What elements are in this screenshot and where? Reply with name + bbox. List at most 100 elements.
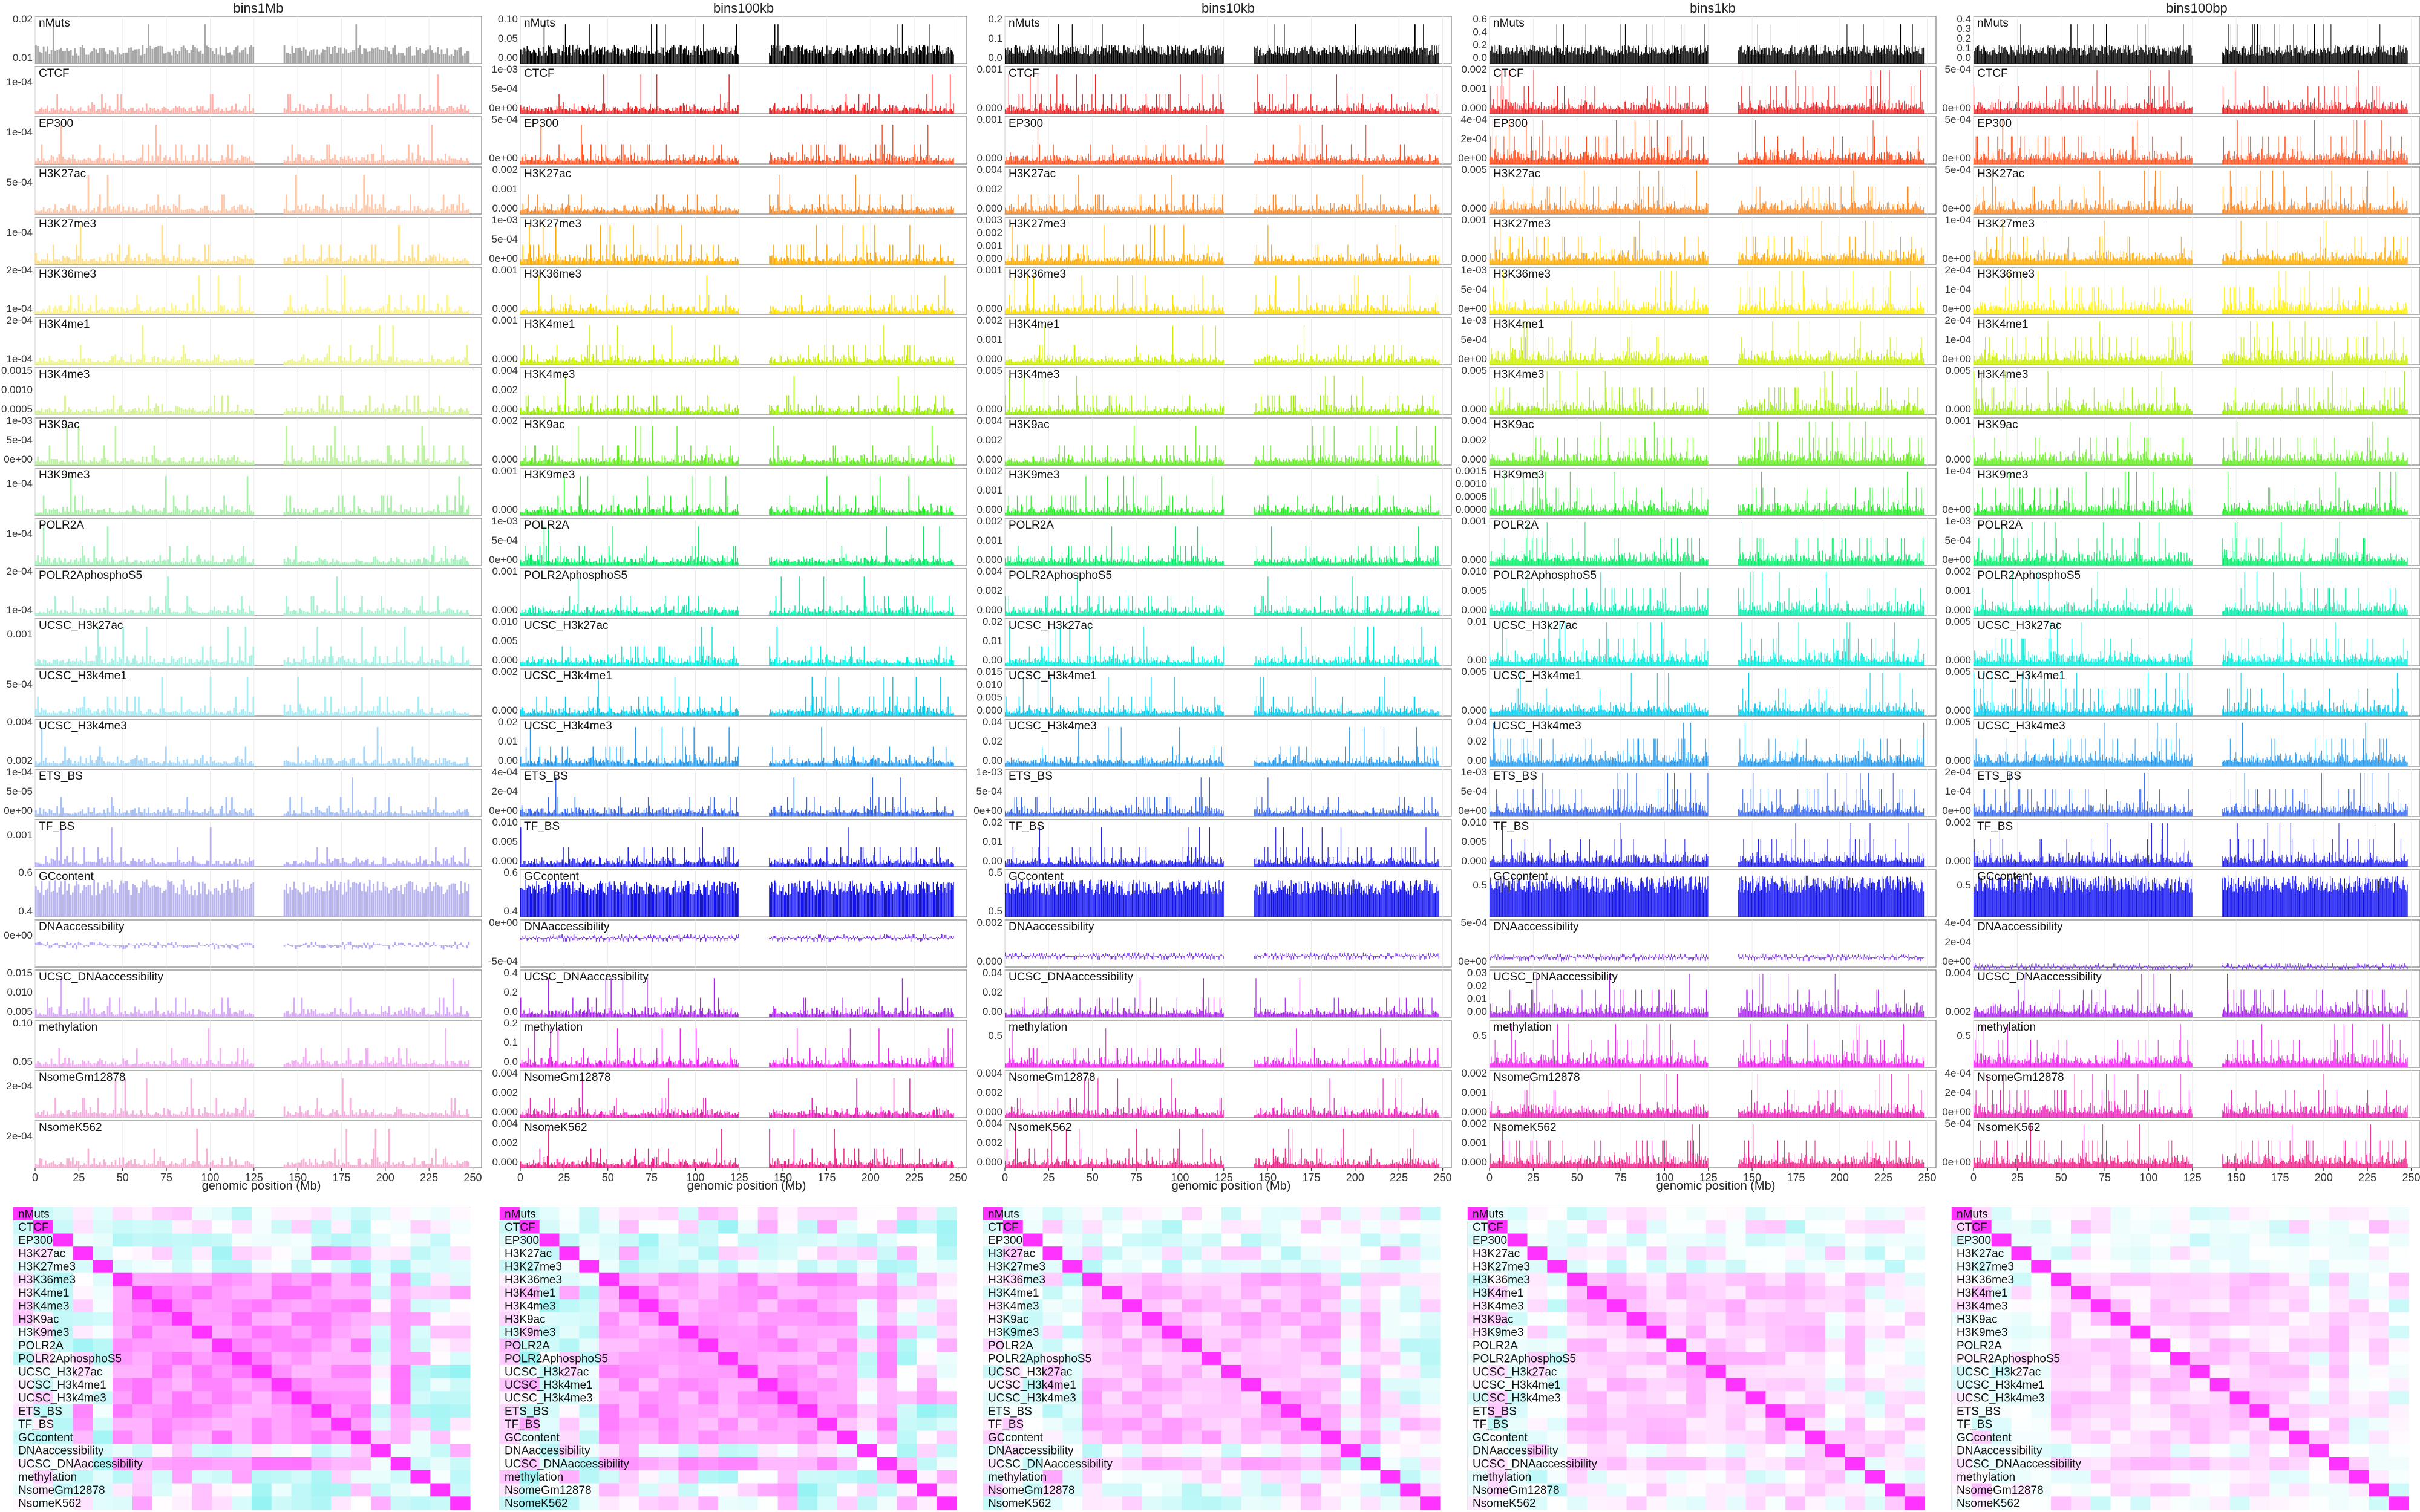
bar	[320, 763, 322, 766]
bar	[243, 709, 245, 716]
bar	[62, 1063, 64, 1067]
bar	[116, 945, 119, 946]
bar	[345, 1012, 348, 1017]
bar	[338, 311, 340, 314]
bar	[310, 1115, 313, 1118]
bar	[339, 712, 342, 716]
bar	[344, 758, 345, 766]
bar	[402, 611, 404, 616]
bar	[318, 864, 321, 867]
bar	[196, 895, 198, 917]
bar	[47, 888, 49, 917]
bar	[462, 203, 464, 214]
bar	[227, 1111, 229, 1118]
bar	[56, 1064, 59, 1067]
bar	[47, 862, 49, 867]
bar	[410, 559, 412, 565]
bar	[50, 663, 53, 666]
bar	[345, 562, 348, 565]
bar	[108, 562, 111, 565]
bar	[97, 613, 99, 616]
bar	[151, 712, 154, 716]
bar	[464, 161, 466, 164]
bar	[332, 158, 334, 164]
bar	[171, 612, 173, 616]
bar	[328, 1062, 330, 1067]
bar	[215, 261, 218, 264]
bar	[52, 1012, 54, 1017]
bar	[452, 411, 454, 415]
bar	[381, 1112, 382, 1118]
bar	[328, 345, 330, 365]
bar	[72, 311, 74, 314]
bar	[208, 408, 210, 415]
bar	[345, 49, 348, 64]
bar	[368, 945, 371, 950]
bar	[446, 859, 448, 867]
bar	[95, 1063, 97, 1067]
bar	[320, 158, 322, 164]
bar	[204, 809, 206, 816]
bar	[192, 895, 194, 917]
bar	[111, 763, 113, 766]
bar	[52, 711, 54, 716]
bar	[149, 108, 152, 114]
bar	[371, 1112, 373, 1118]
bar	[35, 810, 37, 816]
bar	[231, 657, 233, 666]
bar	[142, 761, 144, 766]
bar	[111, 356, 113, 365]
bar	[316, 461, 319, 465]
bar	[390, 410, 392, 415]
bar	[229, 460, 231, 465]
bar	[68, 1110, 70, 1118]
bar	[140, 812, 142, 816]
bar	[365, 1048, 367, 1067]
bar	[74, 885, 76, 917]
bar	[122, 155, 125, 164]
bar	[221, 1063, 223, 1067]
bar	[148, 211, 149, 214]
bar	[178, 244, 181, 264]
bar	[159, 362, 162, 365]
bar	[326, 711, 329, 716]
bar	[153, 1114, 155, 1118]
bar	[450, 460, 453, 465]
bar	[342, 360, 344, 365]
bar	[293, 1060, 295, 1067]
bar	[143, 562, 146, 565]
bar	[126, 696, 128, 716]
bar	[161, 209, 163, 214]
bar	[132, 505, 134, 515]
bar	[82, 111, 83, 114]
bar	[246, 360, 249, 365]
bar	[305, 942, 307, 945]
bar	[83, 510, 85, 515]
bar	[50, 155, 53, 164]
bar	[45, 660, 47, 666]
bar	[392, 1114, 394, 1118]
bar	[445, 945, 446, 946]
bar	[336, 458, 338, 465]
bar	[431, 1014, 433, 1017]
bar	[66, 48, 68, 64]
bar	[47, 942, 49, 945]
bar	[70, 295, 72, 314]
bar	[130, 759, 132, 766]
bar	[196, 711, 198, 716]
bar	[363, 746, 365, 766]
bar	[419, 208, 422, 214]
bar	[378, 696, 381, 716]
bar	[169, 862, 171, 867]
bar	[200, 660, 202, 666]
bar	[186, 259, 189, 264]
bar	[344, 812, 345, 816]
bar	[93, 1063, 96, 1067]
bar	[214, 945, 215, 950]
bar	[136, 510, 138, 515]
bar	[171, 942, 173, 945]
bar	[161, 46, 163, 64]
bar	[365, 1009, 367, 1017]
bar	[405, 305, 408, 314]
bar	[70, 661, 72, 666]
